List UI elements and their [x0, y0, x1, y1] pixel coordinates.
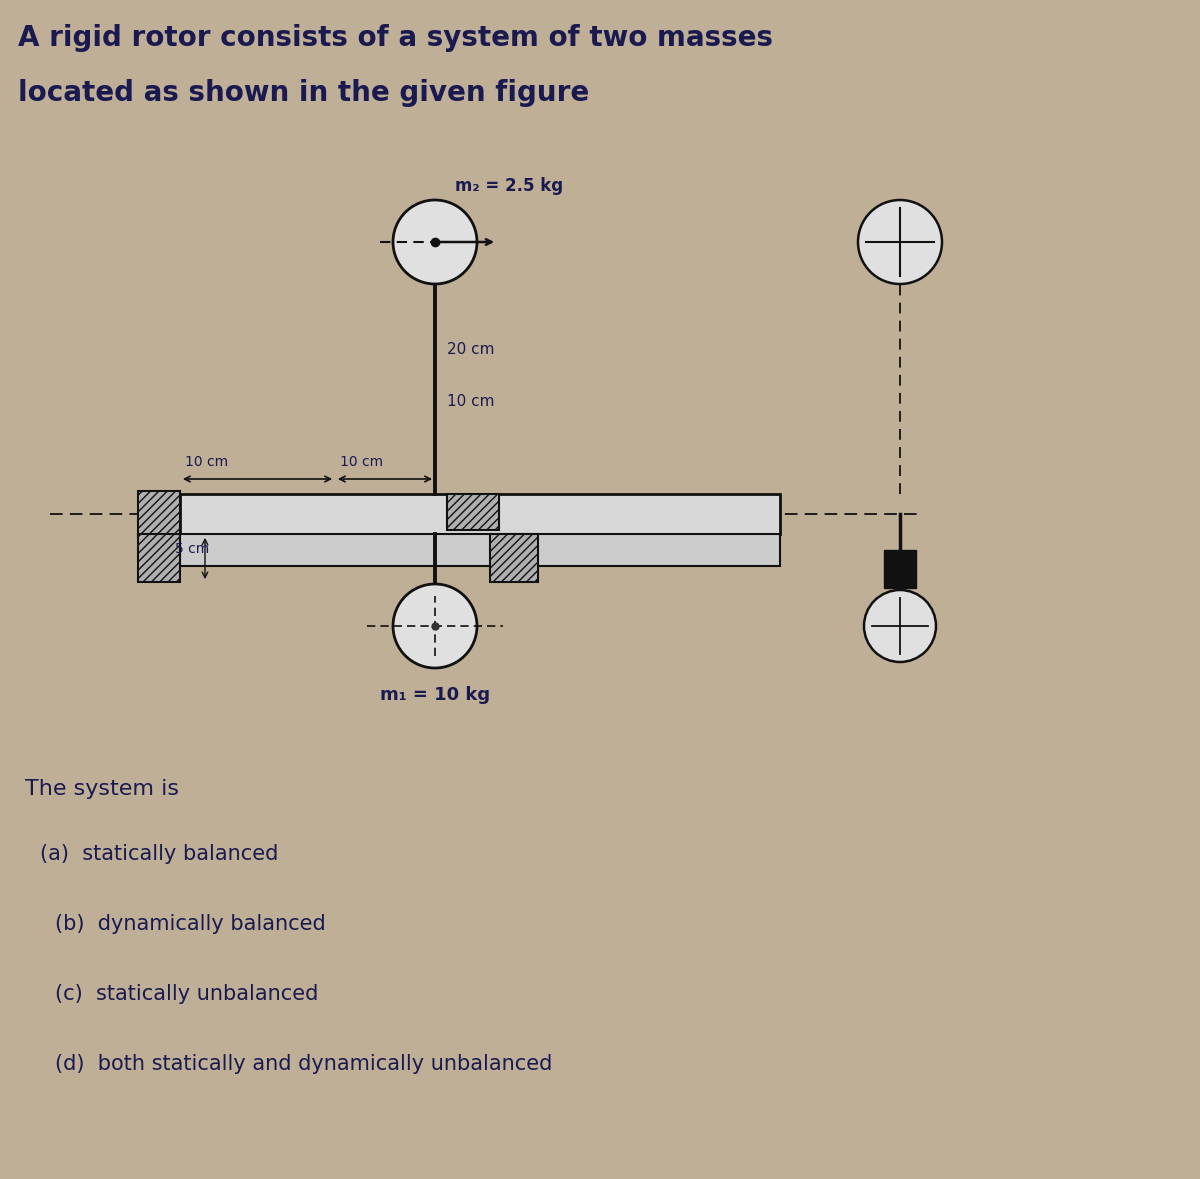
Text: 10 cm: 10 cm — [185, 455, 228, 469]
Bar — [490, 534, 538, 582]
Text: located as shown in the given figure: located as shown in the given figure — [18, 79, 589, 107]
Text: (b)  dynamically balanced: (b) dynamically balanced — [55, 914, 325, 934]
Text: A rigid rotor consists of a system of two masses: A rigid rotor consists of a system of tw… — [18, 24, 773, 52]
Bar — [446, 494, 499, 531]
Circle shape — [392, 200, 478, 284]
Circle shape — [392, 584, 478, 668]
Text: 10 cm: 10 cm — [446, 395, 494, 409]
Bar — [180, 494, 780, 534]
Bar — [180, 534, 780, 566]
Text: (c)  statically unbalanced: (c) statically unbalanced — [55, 984, 318, 1005]
Text: 20 cm: 20 cm — [446, 342, 494, 356]
Circle shape — [858, 200, 942, 284]
Text: m₁ = 10 kg: m₁ = 10 kg — [380, 686, 490, 704]
Text: m₂ = 2.5 kg: m₂ = 2.5 kg — [455, 177, 563, 195]
Text: 5 cm: 5 cm — [175, 542, 209, 556]
Text: 10 cm: 10 cm — [340, 455, 383, 469]
Bar — [884, 549, 916, 588]
Text: The system is: The system is — [25, 779, 179, 799]
Text: (a)  statically balanced: (a) statically balanced — [40, 844, 278, 864]
Circle shape — [864, 590, 936, 661]
Text: (d)  both statically and dynamically unbalanced: (d) both statically and dynamically unba… — [55, 1054, 552, 1074]
Bar — [138, 534, 180, 582]
Bar — [138, 490, 180, 536]
